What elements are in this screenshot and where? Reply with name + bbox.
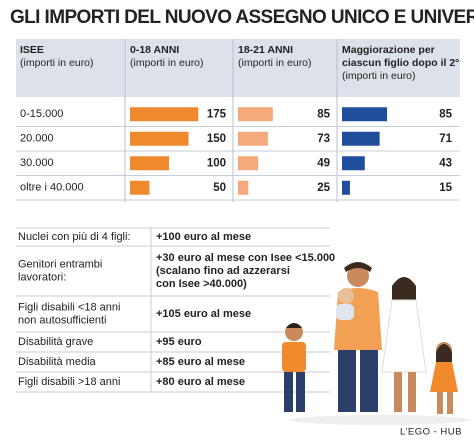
value-label: 43: [439, 157, 452, 169]
header-text: (importi in euro): [238, 57, 312, 69]
value-label: 100: [207, 157, 226, 169]
value-label: 73: [317, 133, 330, 145]
note-label: Disabilità media: [18, 356, 97, 368]
table-header-bg: [16, 39, 460, 97]
note-text: +100 euro al mese: [156, 231, 251, 243]
value-label: 175: [207, 108, 227, 120]
note-text: +30 euro al mese con Isee <15.000: [156, 252, 335, 264]
isee-label: 30.000: [20, 157, 54, 169]
bar: [342, 107, 388, 122]
bar: [342, 156, 365, 171]
note-text: (scalano fino ad azzerarsi: [156, 265, 290, 277]
table: ISEE(importi in euro)0-18 ANNI(importi i…: [16, 39, 460, 202]
value-label: 85: [317, 108, 330, 120]
header-text: Maggiorazione per: [342, 44, 435, 56]
bar: [238, 131, 268, 146]
header-text: (importi in euro): [342, 70, 416, 82]
value-label: 150: [207, 133, 226, 145]
bar: [130, 107, 199, 122]
value-label: 50: [213, 182, 226, 194]
value-label: 49: [317, 157, 330, 169]
header-text: 0-18 ANNI: [130, 44, 179, 56]
bar: [342, 180, 350, 195]
bar: [238, 107, 273, 122]
note-label: lavoratori:: [18, 271, 66, 283]
family-illustration: [282, 262, 470, 425]
value-label: 25: [317, 182, 330, 194]
header-text: ISEE: [20, 44, 44, 56]
note-text: con Isee >40.000): [156, 278, 247, 290]
header-text: 18-21 ANNI: [238, 44, 293, 56]
header-text: (importi in euro): [130, 57, 204, 69]
isee-label: 0-15.000: [20, 108, 63, 120]
note-label: Figli disabili <18 anni: [18, 301, 120, 313]
note-label: non autosufficienti: [18, 314, 106, 326]
note-label: Nuclei con più di 4 figli:: [18, 231, 131, 243]
credit: L’EGO - HUB: [400, 427, 462, 438]
header-text: ciascun figlio dopo il 2°: [342, 57, 459, 69]
note-label: Disabilità grave: [18, 336, 93, 348]
bar: [342, 131, 380, 146]
value-label: 15: [439, 182, 452, 194]
value-label: 71: [439, 133, 452, 145]
isee-label: oltre i 40.000: [20, 182, 84, 194]
bar: [130, 131, 189, 146]
bar: [238, 180, 249, 195]
note-label: Genitori entrambi: [18, 258, 102, 270]
note-label: Figli disabili >18 anni: [18, 376, 120, 388]
header-text: (importi in euro): [20, 57, 94, 69]
title: GLI IMPORTI DEL NUOVO ASSEGNO UNICO E UN…: [10, 7, 474, 28]
note-text: +105 euro al mese: [156, 308, 251, 320]
notes: Nuclei con più di 4 figli: +100 euro al m…: [16, 227, 335, 393]
value-label: 85: [439, 108, 452, 120]
note-text: +85 euro al mese: [156, 356, 245, 368]
bar: [130, 180, 150, 195]
note-text: +95 euro: [156, 336, 202, 348]
bar: [130, 156, 169, 171]
isee-label: 20.000: [20, 133, 54, 145]
bar: [238, 156, 259, 171]
note-text: +80 euro al mese: [156, 376, 245, 388]
